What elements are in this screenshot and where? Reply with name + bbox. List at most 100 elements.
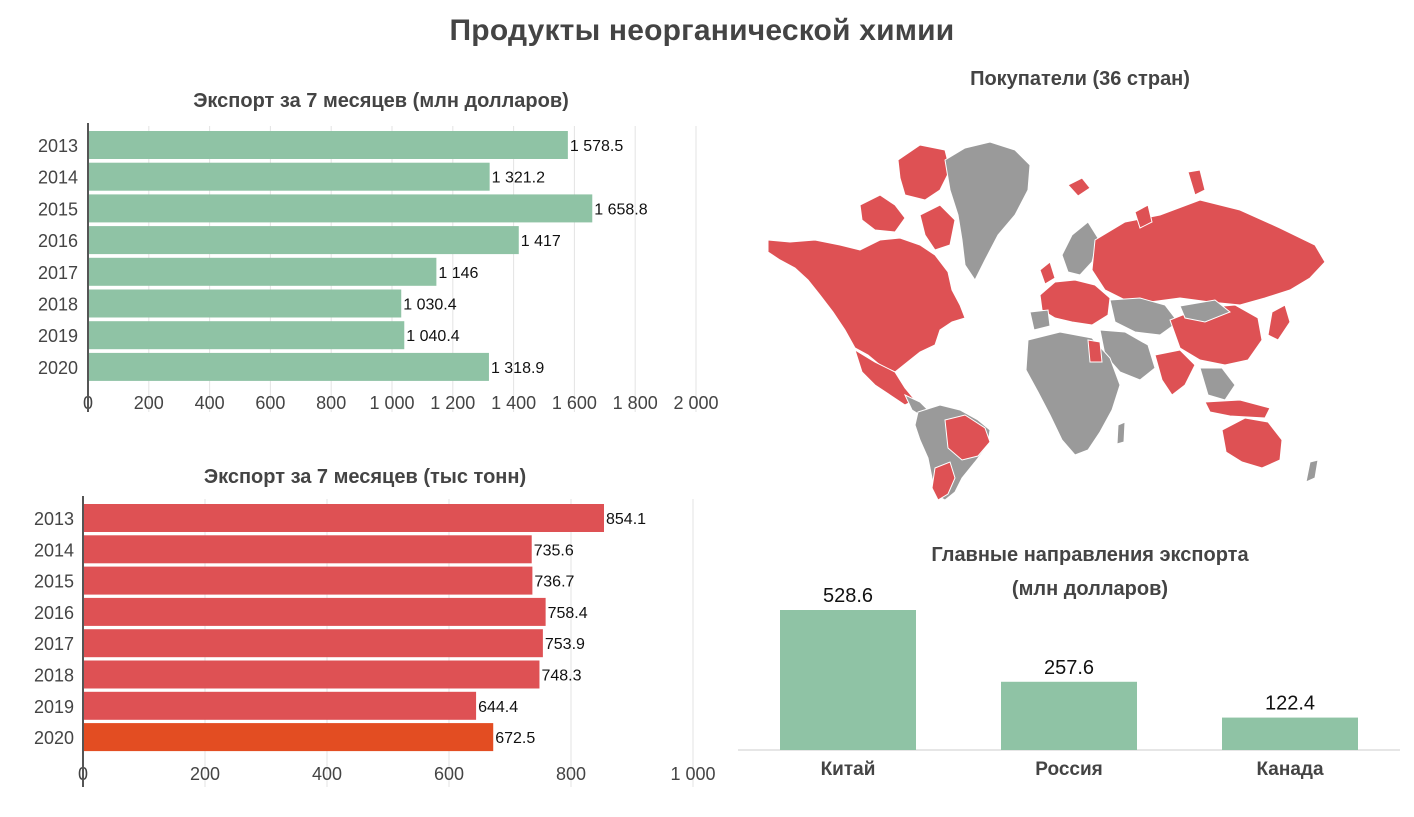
chart1-tick-label: 2 000 bbox=[673, 393, 718, 413]
chart2-category-label: 2015 bbox=[34, 572, 74, 592]
map-severnaya bbox=[1187, 169, 1206, 196]
chart1-value-label: 1 658.8 bbox=[594, 201, 647, 218]
map-central-asia bbox=[1109, 297, 1179, 336]
chart1-tick-label: 800 bbox=[316, 393, 346, 413]
map-indonesia bbox=[1204, 399, 1271, 419]
chart2-bar bbox=[83, 723, 494, 752]
chart2-value-label: 672.5 bbox=[495, 730, 535, 747]
chart1-tick-label: 1 800 bbox=[613, 393, 658, 413]
chart1-bar bbox=[88, 257, 437, 286]
map-mongolia bbox=[1179, 299, 1231, 323]
chart2-tick-label: 400 bbox=[312, 764, 342, 784]
chart2-category-label: 2016 bbox=[34, 603, 74, 623]
chart1-value-label: 1 578.5 bbox=[570, 138, 623, 155]
chart2-category-label: 2014 bbox=[34, 540, 74, 560]
chart3-bar bbox=[1222, 717, 1358, 750]
chart3-category-label: Китай bbox=[821, 759, 876, 780]
chart1-category-label: 2018 bbox=[38, 295, 78, 315]
chart1-value-label: 1 318.9 bbox=[491, 360, 544, 377]
map-arctic-islands-2 bbox=[897, 144, 951, 201]
world-map bbox=[767, 141, 1326, 501]
chart2-tick-label: 1 000 bbox=[670, 764, 715, 784]
map-brazil bbox=[944, 414, 991, 461]
page-title: Продукты неорганической химии bbox=[449, 14, 955, 47]
chart1-tick-label: 1 400 bbox=[491, 393, 536, 413]
chart2-bar bbox=[83, 629, 543, 658]
map-novaya-zemlya bbox=[1134, 204, 1153, 229]
map-iceland bbox=[1067, 177, 1091, 197]
map-madagascar bbox=[1116, 421, 1126, 445]
chart1-title: Экспорт за 7 месяцев (млн долларов) bbox=[193, 90, 569, 112]
chart1-bar bbox=[88, 321, 405, 350]
chart3-bar bbox=[1001, 681, 1137, 750]
chart3-title: Главные направления экспорта bbox=[931, 544, 1249, 566]
map-greenland bbox=[944, 141, 1031, 281]
chart1-bar bbox=[88, 289, 402, 318]
chart1-category-label: 2014 bbox=[38, 168, 78, 188]
chart3-bar bbox=[780, 610, 916, 750]
chart2-category-label: 2013 bbox=[34, 509, 74, 529]
chart2-category-label: 2020 bbox=[34, 728, 74, 748]
chart2-title: Экспорт за 7 месяцев (тыс тонн) bbox=[203, 466, 527, 488]
chart1-value-label: 1 040.4 bbox=[406, 328, 459, 345]
chart1-tick-label: 1 000 bbox=[369, 393, 414, 413]
chart2-bar bbox=[83, 566, 533, 595]
chart2-value-label: 758.4 bbox=[548, 605, 588, 622]
chart1-value-label: 1 417 bbox=[521, 233, 561, 250]
chart1-category-label: 2020 bbox=[38, 358, 78, 378]
chart2-bar bbox=[83, 660, 540, 689]
chart3-value-label: 528.6 bbox=[823, 585, 873, 607]
chart1-bar bbox=[88, 226, 519, 255]
chart1-tick-label: 200 bbox=[134, 393, 164, 413]
chart1-category-label: 2013 bbox=[38, 136, 78, 156]
map-baffin bbox=[919, 204, 956, 251]
chart2-bar bbox=[83, 597, 546, 626]
chart2-tick-label: 600 bbox=[434, 764, 464, 784]
chart1-category-label: 2019 bbox=[38, 326, 78, 346]
map-iberia bbox=[1029, 309, 1051, 331]
map-new-zealand bbox=[1305, 459, 1319, 483]
chart2-value-label: 735.6 bbox=[534, 542, 574, 559]
chart1-bar bbox=[88, 352, 489, 381]
chart3-subtitle: (млн долларов) bbox=[1011, 578, 1169, 600]
chart2-category-label: 2017 bbox=[34, 634, 74, 654]
chart2-tick-label: 200 bbox=[190, 764, 220, 784]
chart1-category-label: 2015 bbox=[38, 199, 78, 219]
map-north-america bbox=[767, 237, 966, 373]
map-japan bbox=[1267, 304, 1291, 341]
chart1-tick-label: 1 200 bbox=[430, 393, 475, 413]
chart2-category-label: 2018 bbox=[34, 666, 74, 686]
map-argentina bbox=[931, 461, 956, 501]
chart2-bar bbox=[83, 691, 477, 720]
map-uk bbox=[1039, 261, 1056, 285]
chart2-bar bbox=[83, 504, 605, 532]
chart1-bar bbox=[88, 131, 568, 159]
chart2-value-label: 854.1 bbox=[606, 511, 646, 528]
chart1-category-label: 2016 bbox=[38, 231, 78, 251]
chart2-value-label: 644.4 bbox=[478, 699, 518, 716]
chart1-bar bbox=[88, 194, 593, 223]
chart1-value-label: 1 321.2 bbox=[492, 170, 545, 187]
map-russia bbox=[1091, 199, 1326, 306]
chart1-tick-label: 400 bbox=[195, 393, 225, 413]
chart1-tick-label: 600 bbox=[255, 393, 285, 413]
chart3-value-label: 122.4 bbox=[1265, 693, 1315, 715]
map-arctic-islands bbox=[859, 194, 906, 233]
chart1-bar bbox=[88, 162, 490, 191]
map-egypt bbox=[1087, 339, 1103, 363]
chart2-value-label: 748.3 bbox=[541, 668, 581, 685]
map-title: Покупатели (36 стран) bbox=[970, 68, 1190, 90]
map-southeast-asia bbox=[1199, 367, 1236, 401]
chart3-value-label: 257.6 bbox=[1044, 657, 1094, 679]
chart-export-volume: 02004006008001 0002013854.12014735.62015… bbox=[34, 496, 716, 787]
chart1-value-label: 1 030.4 bbox=[403, 297, 456, 314]
map-australia bbox=[1221, 417, 1283, 469]
chart2-tick-label: 800 bbox=[556, 764, 586, 784]
chart2-bar bbox=[83, 535, 532, 564]
chart2-category-label: 2019 bbox=[34, 697, 74, 717]
map-europe bbox=[1039, 279, 1111, 326]
map-india bbox=[1154, 349, 1196, 396]
chart1-tick-label: 1 600 bbox=[552, 393, 597, 413]
